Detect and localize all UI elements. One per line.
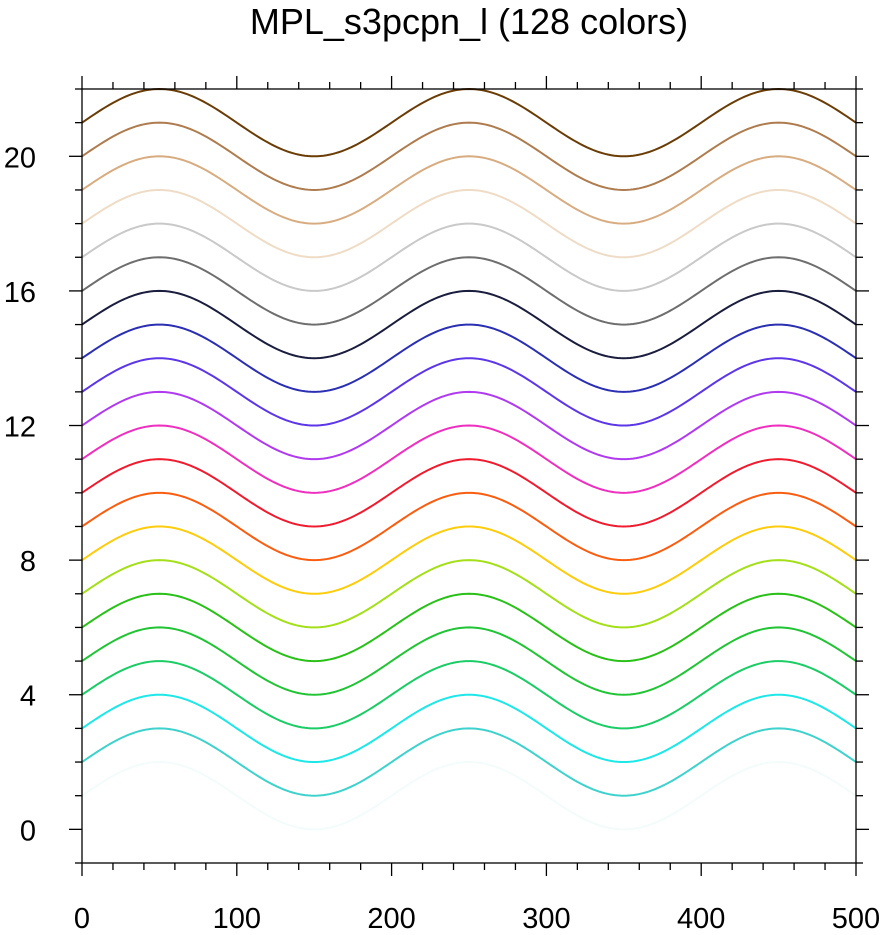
x-tick-label: 300 — [522, 903, 570, 935]
series-line-8 — [81, 525, 857, 595]
series-line-16 — [81, 256, 857, 326]
plot-frame — [81, 88, 857, 864]
series-line-10 — [81, 458, 857, 528]
series-line-11 — [81, 424, 857, 494]
series-line-3 — [81, 693, 857, 764]
y-tick-label: 8 — [20, 546, 36, 578]
y-tick-label: 20 — [4, 142, 36, 174]
x-tick-label: 100 — [213, 903, 261, 935]
series-line-6 — [81, 592, 857, 663]
series-line-7 — [81, 559, 857, 629]
x-tick-label: 0 — [74, 903, 90, 935]
series-line-19 — [81, 155, 857, 225]
axis-ticks — [69, 76, 869, 876]
series-line-4 — [81, 660, 857, 730]
y-tick-label: 16 — [4, 277, 36, 309]
series-line-15 — [81, 289, 857, 360]
series-line-9 — [81, 491, 857, 562]
series-line-17 — [81, 222, 857, 292]
chart-title: MPL_s3pcpn_l (128 colors) — [250, 1, 688, 42]
series-line-20 — [81, 121, 857, 191]
y-tick-label: 4 — [20, 681, 36, 713]
series-line-2 — [81, 727, 857, 797]
series-line-12 — [81, 390, 857, 461]
x-tick-label: 400 — [677, 903, 725, 935]
y-tick-label: 12 — [4, 412, 36, 444]
series-line-13 — [81, 357, 857, 427]
series-line-14 — [81, 323, 857, 393]
series-line-18 — [81, 188, 857, 259]
x-tick-label: 200 — [367, 903, 415, 935]
series-line-1 — [81, 761, 857, 831]
series-line-5 — [81, 626, 857, 696]
x-tick-label: 500 — [832, 903, 880, 935]
y-tick-label: 0 — [20, 815, 36, 847]
series-layer — [81, 87, 857, 831]
tick-labels: 0 100 200 300 400 500 0 4 8 12 16 20 — [4, 142, 880, 935]
